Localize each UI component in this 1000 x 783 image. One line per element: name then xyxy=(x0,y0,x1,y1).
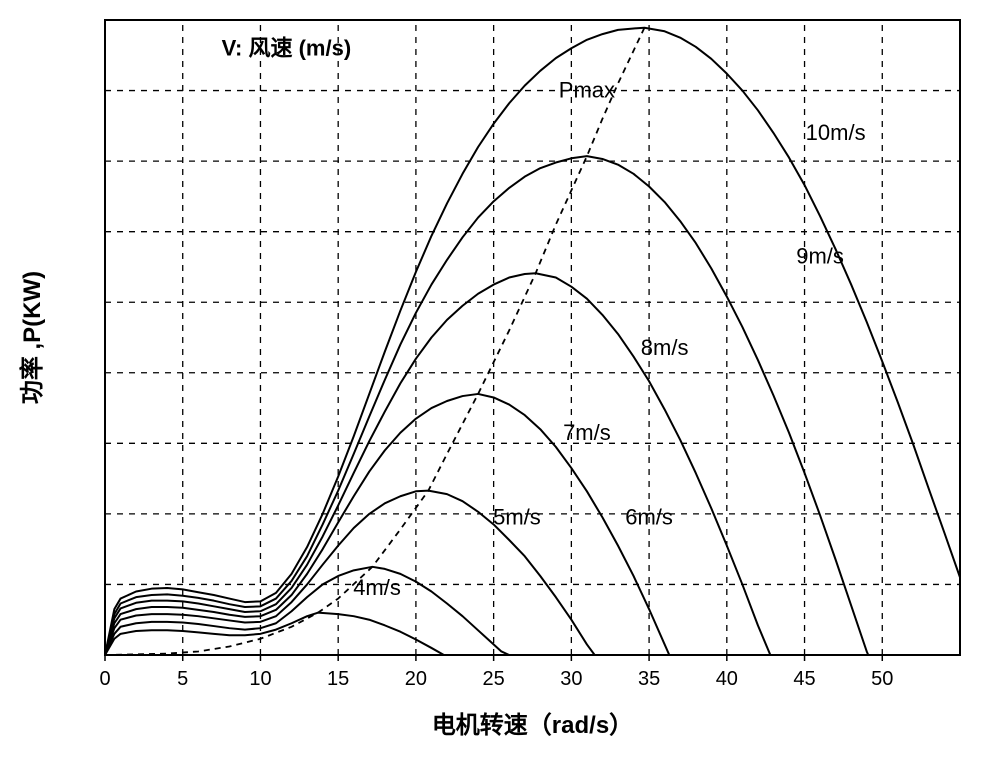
x-tick-label: 45 xyxy=(793,668,815,690)
series-label: 10m/s xyxy=(806,120,866,145)
x-tick-label: 0 xyxy=(99,668,110,690)
series-label: 8m/s xyxy=(641,335,689,360)
x-tick-label: 30 xyxy=(560,668,582,690)
pmax-label: Pmax xyxy=(559,78,615,103)
x-tick-label: 35 xyxy=(638,668,660,690)
series-label: 9m/s xyxy=(796,243,844,268)
x-tick-label: 5 xyxy=(177,668,188,690)
series-label: 4m/s xyxy=(353,575,401,600)
x-tick-label: 15 xyxy=(327,668,349,690)
chart-svg: 0 5 10 15 20 25 30 35 40 45 50 V: 风速 (m/s) Pmax 10m/s… xyxy=(0,0,1000,783)
x-tick-label: 20 xyxy=(405,668,427,690)
x-axis-title: 电机转速（rad/s） xyxy=(432,711,633,739)
x-tick-label: 50 xyxy=(871,668,893,690)
series-label: 5m/s xyxy=(493,504,541,529)
series-label: 6m/s xyxy=(625,504,673,529)
legend-text: V: 风速 (m/s) xyxy=(222,35,352,60)
x-tick-label: 25 xyxy=(483,668,505,690)
series-label: 7m/s xyxy=(563,420,611,445)
x-tick-label: 40 xyxy=(716,668,738,690)
x-tick-label: 10 xyxy=(249,668,271,690)
wind-power-chart: 0 5 10 15 20 25 30 35 40 45 50 V: 风速 (m/s) Pmax 10m/s… xyxy=(0,0,1000,783)
y-axis-title: 功率 ,P(KW) xyxy=(18,271,46,404)
